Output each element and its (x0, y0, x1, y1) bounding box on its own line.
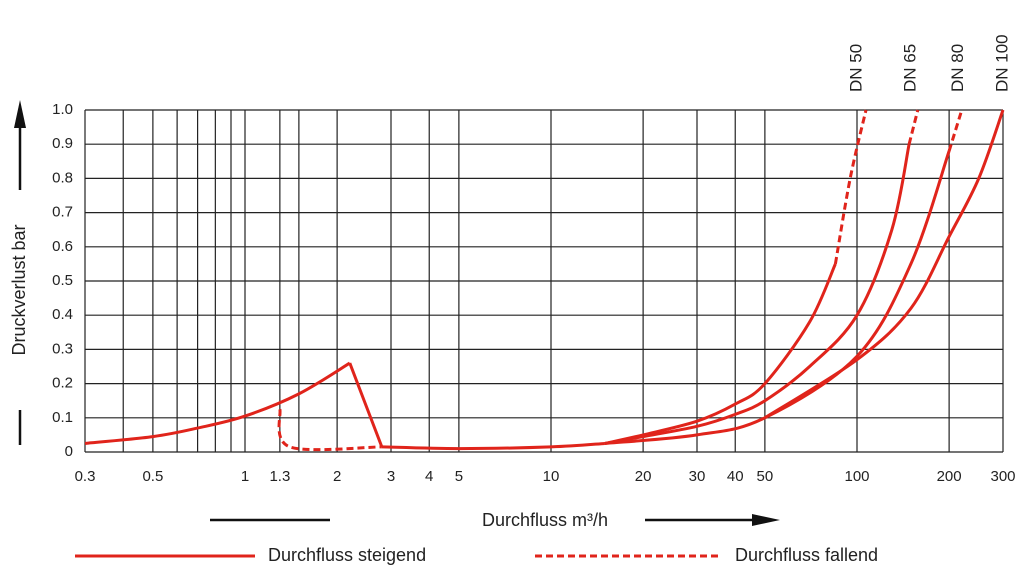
x-tick-label: 30 (689, 468, 706, 485)
curve (348, 362, 384, 448)
y-tick-label: 0.9 (52, 135, 73, 152)
curve-label: DN 80 (948, 44, 967, 92)
legend-label: Durchfluss steigend (268, 545, 426, 565)
y-tick-label: 0.7 (52, 204, 73, 221)
x-tick-label: 1.3 (269, 468, 290, 485)
legend-label: Durchfluss fallend (735, 545, 878, 565)
x-tick-label: 5 (455, 468, 463, 485)
curve (604, 263, 837, 445)
y-tick-label: 0 (65, 443, 73, 460)
y-tick-label: 0.5 (52, 272, 73, 289)
y-tick-label: 1.0 (52, 101, 73, 118)
x-tick-label: 2 (333, 468, 341, 485)
x-tick-label: 200 (937, 468, 962, 485)
x-tick-label: 50 (757, 468, 774, 485)
y-tick-label: 0.2 (52, 375, 73, 392)
curve-label: DN 65 (900, 44, 919, 92)
x-tick-label: 100 (844, 468, 869, 485)
y-tick-label: 0.8 (52, 169, 73, 186)
y-tick-label: 0.3 (52, 340, 73, 357)
x-tick-label: 4 (425, 468, 433, 485)
x-tick-label: 3 (387, 468, 395, 485)
curve (764, 109, 1005, 420)
curve (604, 150, 951, 445)
y-axis-label: Druckverlust bar (9, 224, 29, 355)
curve-label: DN 50 (846, 44, 865, 92)
x-tick-label: 10 (543, 468, 560, 485)
y-tick-label: 0.1 (52, 409, 73, 426)
y-tick-label: 0.6 (52, 238, 73, 255)
x-arrow-head (752, 514, 780, 526)
x-tick-label: 0.5 (142, 468, 163, 485)
x-axis-label: Durchfluss m³/h (482, 510, 608, 530)
y-arrow-head (14, 100, 26, 128)
curve (833, 109, 868, 265)
x-tick-label: 40 (727, 468, 744, 485)
y-tick-label: 0.4 (52, 306, 73, 323)
x-tick-label: 0.3 (75, 468, 96, 485)
curve (947, 109, 964, 152)
x-tick-label: 20 (635, 468, 652, 485)
x-tick-label: 300 (990, 468, 1015, 485)
curve-label: DN 100 (992, 34, 1011, 92)
curve (381, 441, 605, 451)
curve (604, 143, 911, 445)
curve (84, 361, 351, 445)
x-tick-label: 1 (241, 468, 249, 485)
curve (907, 109, 920, 145)
curve (277, 408, 382, 452)
